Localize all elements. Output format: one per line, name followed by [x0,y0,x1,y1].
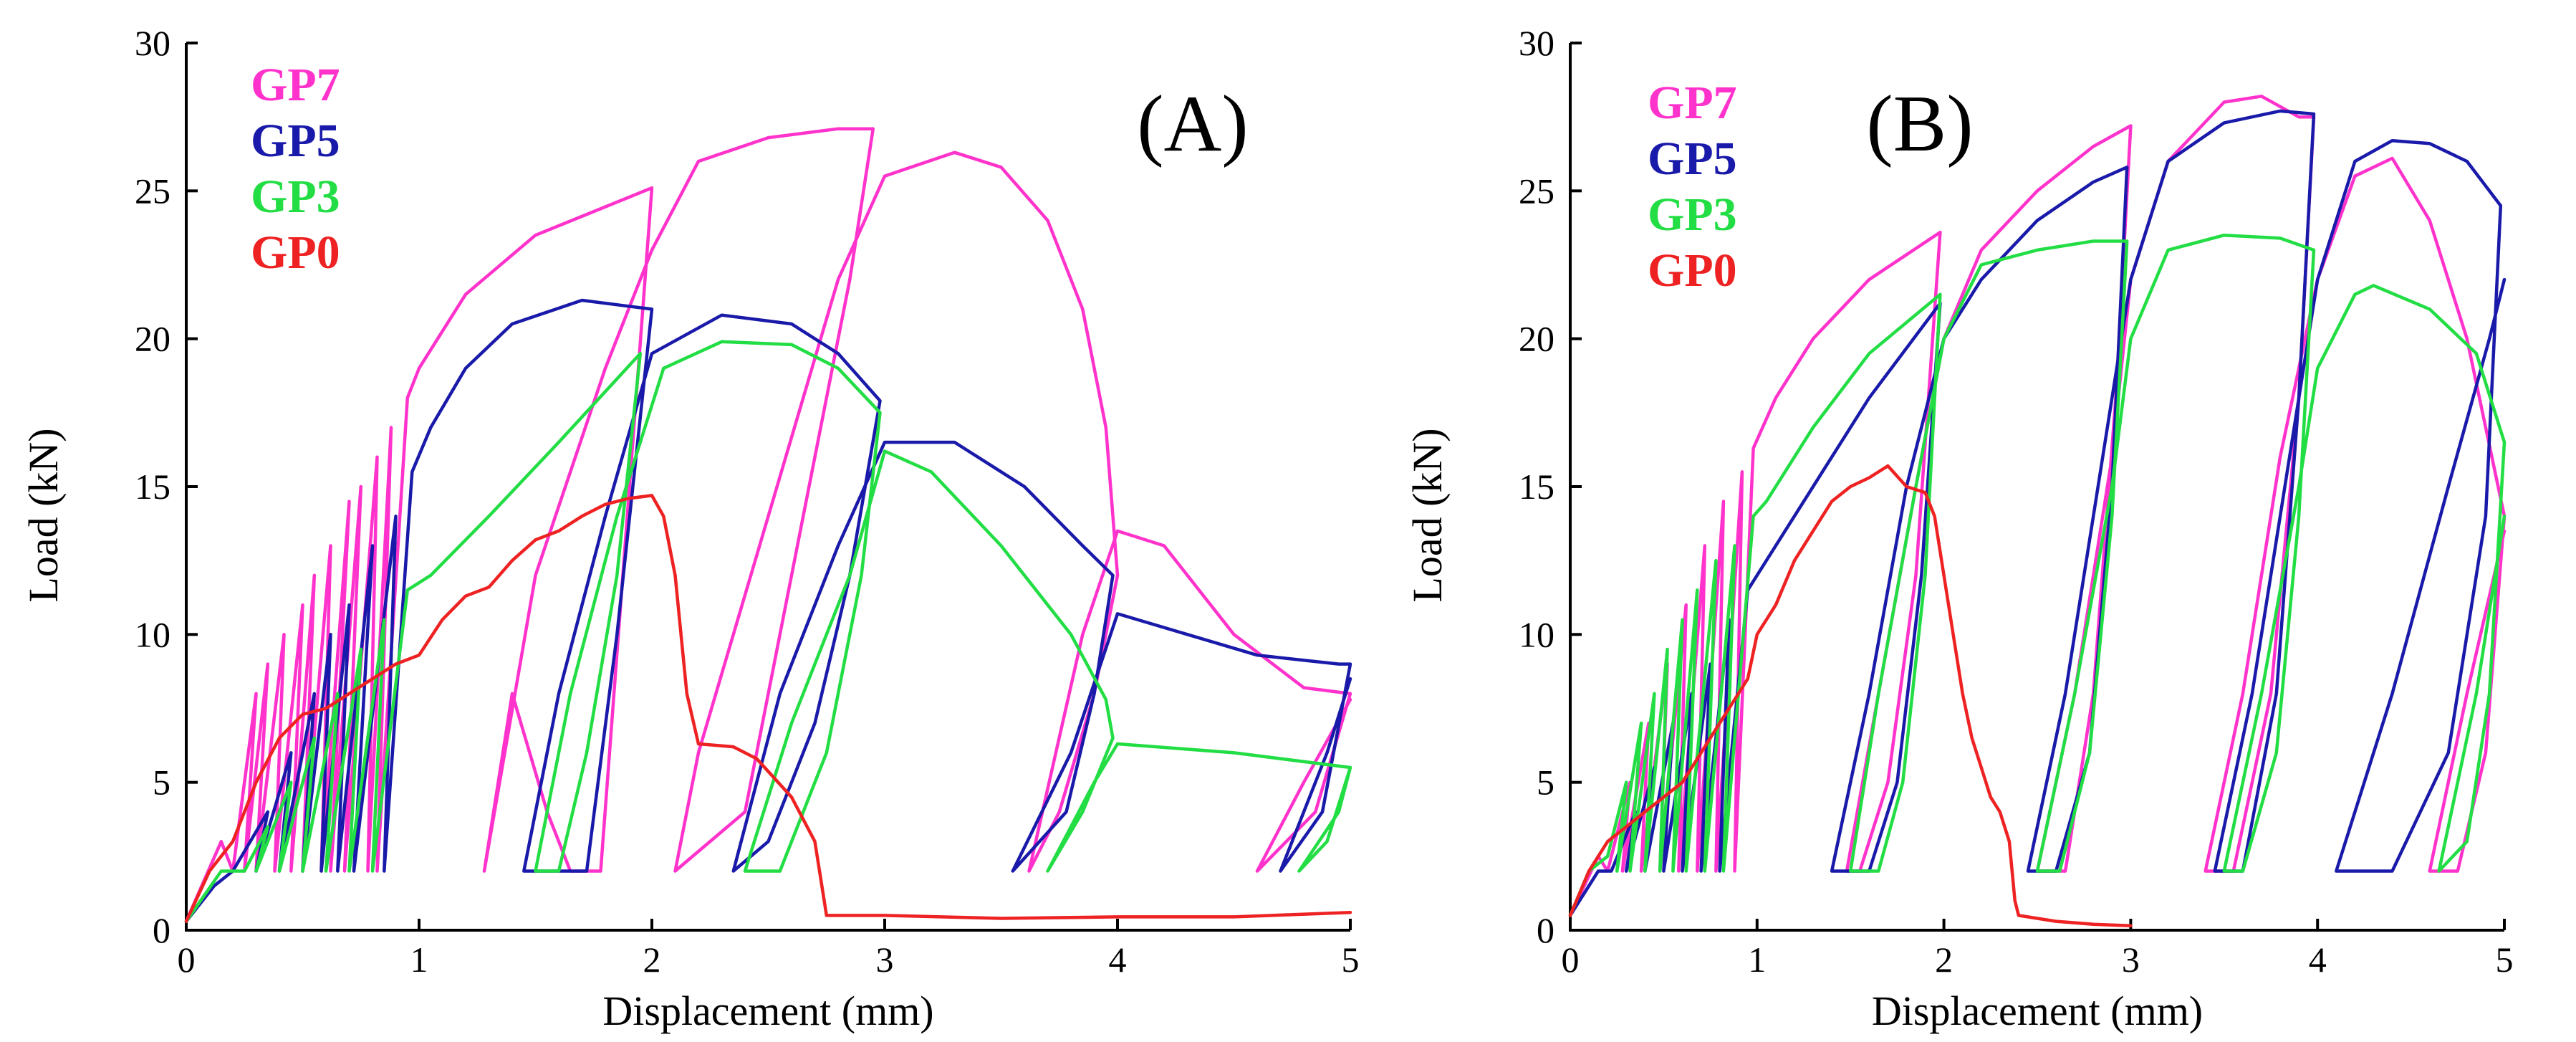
panel-b-x-tick-label: 1 [1748,940,1766,980]
panel-b: 0 1 2 3 4 5 0 5 10 15 20 25 30 Displacement (mm) Loa… [1404,23,2514,1034]
panel-b-legend-gp3: GP3 [1648,188,1737,241]
panel-b-legend-gp5: GP5 [1648,133,1737,185]
panel-b-y-tick-label: 15 [1519,467,1554,507]
panel-a-y-axis-title: Load (kN) [20,428,67,602]
panel-b-y-tick-label: 25 [1519,171,1554,211]
panel-b-legend-gp0: GP0 [1648,244,1737,297]
panel-a-x-tick-label: 1 [410,940,428,980]
panel-a-y-tick-label: 20 [135,319,170,359]
panel-b-y-axis-title: Load (kN) [1404,428,1451,602]
panel-b-x-tick-label: 0 [1562,940,1580,980]
panel-a-legend: GP7 GP5 GP3 GP0 [251,59,340,279]
panel-a-ticks: 0 1 2 3 4 5 0 5 10 15 20 25 30 [135,23,1360,980]
panel-b-x-axis-title: Displacement (mm) [1872,988,2203,1034]
panel-b-y-tick-label: 5 [1537,763,1554,803]
panel-a-y-tick-label: 10 [135,614,170,654]
panel-b-x-tick-label: 3 [2122,940,2140,980]
panel-a-x-tick-label: 3 [876,940,894,980]
panel-b-x-tick-label: 4 [2309,940,2327,980]
panel-b-y-tick-label: 30 [1519,23,1554,63]
panel-b-y-tick-label: 10 [1519,614,1554,654]
panel-b-series [1568,95,2507,928]
panel-b-y-tick-label: 20 [1519,319,1554,359]
panel-a-legend-gp0: GP0 [251,226,340,279]
panel-b-y-tick-label: 0 [1537,910,1554,950]
panel-a-label: (A) [1137,80,1248,168]
panel-a-y-tick-label: 5 [153,763,170,803]
panel-b-x-tick-label: 5 [2496,940,2514,980]
panel-a-x-tick-label: 2 [643,940,661,980]
panel-a-series-gp0 [184,494,1352,923]
panel-a-y-tick-label: 25 [135,171,170,211]
panel-a-legend-gp5: GP5 [251,115,340,167]
panel-b-x-tick-label: 2 [1935,940,1953,980]
panel-a-y-tick-label: 0 [153,910,170,950]
panel-a-legend-gp3: GP3 [251,171,340,223]
panel-a-y-tick-label: 15 [135,467,170,507]
panel-b-legend: GP7 GP5 GP3 GP0 [1648,77,1737,297]
panel-a: 0 1 2 3 4 5 0 5 10 15 20 25 30 Displacement (mm) Loa… [20,23,1360,1034]
panel-a-x-tick-label: 4 [1109,940,1127,980]
panel-b-ticks: 0 1 2 3 4 5 0 5 10 15 20 25 30 [1519,23,2514,980]
panel-a-series-gp3 [184,340,1352,923]
panel-b-legend-gp7: GP7 [1648,77,1737,129]
panel-a-x-tick-label: 0 [178,940,196,980]
panel-b-series-gp3 [1568,233,2507,917]
panel-b-label: (B) [1866,80,1973,168]
panel-a-series-gp7 [184,127,1352,923]
panel-a-y-tick-label: 30 [135,23,170,63]
panel-b-series-gp0 [1568,464,2133,928]
panel-a-series [184,127,1352,923]
panel-a-legend-gp7: GP7 [251,59,340,111]
panel-a-x-tick-label: 5 [1342,940,1360,980]
panel-a-x-axis-title: Displacement (mm) [602,988,933,1034]
